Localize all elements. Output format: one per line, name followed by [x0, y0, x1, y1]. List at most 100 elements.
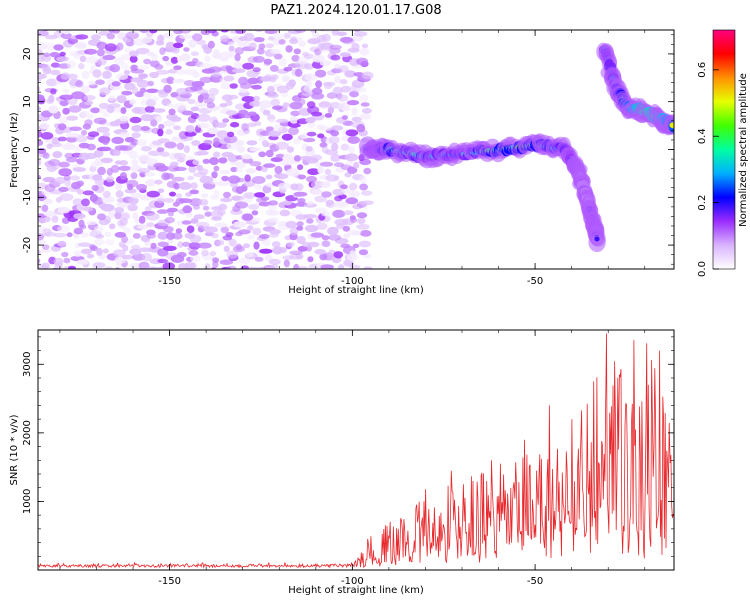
heatmap-noise-blob: [228, 270, 237, 278]
heatmap-noise-blob: [241, 270, 252, 276]
heatmap-noise-blob: [96, 126, 110, 133]
heatmap-noise-blob: [242, 62, 255, 70]
heatmap-noise-blob: [234, 53, 241, 62]
heatmap-noise-blob: [336, 201, 349, 209]
heatmap-noise-blob: [319, 142, 328, 148]
heatmap-noise-blob: [131, 159, 139, 166]
heatmap-noise-blob: [157, 128, 164, 137]
heatmap-noise-blob: [246, 140, 258, 146]
heatmap-noise-blob: [310, 232, 325, 238]
heatmap-noise-blob: [69, 24, 79, 29]
heatmap-noise-blob: [226, 265, 237, 269]
heatmap-noise-blob: [168, 108, 176, 116]
heatmap-noise-blob: [188, 242, 201, 250]
heatmap-noise-blob: [87, 131, 100, 138]
heatmap-noise-blob: [193, 214, 205, 220]
heatmap-noise-blob: [92, 196, 104, 205]
heatmap-noise-blob: [333, 75, 341, 84]
heatmap-noise-blob: [58, 186, 69, 193]
heatmap-noise-blob: [102, 113, 111, 118]
heatmap-noise-blob: [311, 92, 325, 100]
heatmap-noise-blob: [221, 175, 230, 182]
heatmap-noise-blob: [331, 125, 344, 131]
heatmap-noise-blob: [170, 116, 182, 122]
heatmap-noise-blob: [91, 268, 95, 269]
heatmap-noise-blob: [307, 168, 320, 176]
heatmap-ridge-core: [669, 122, 674, 129]
heatmap-noise-blob: [181, 220, 192, 225]
heatmap-noise-blob: [278, 247, 288, 254]
heatmap-noise-blob: [290, 36, 297, 42]
heatmap-noise-blob: [106, 33, 116, 40]
y-tick-label: 20: [22, 48, 33, 61]
heatmap-noise-blob: [342, 225, 351, 232]
heatmap-noise-blob: [38, 233, 45, 241]
heatmap-noise-blob: [339, 79, 348, 85]
heatmap-noise-blob: [331, 142, 339, 152]
heatmap-noise-blob: [48, 159, 61, 166]
heatmap-noise-blob: [201, 249, 209, 257]
heatmap-noise-blob: [241, 154, 253, 160]
heatmap-noise-blob: [22, 71, 35, 78]
heatmap-noise-blob: [330, 101, 341, 109]
heatmap-noise-blob: [259, 248, 273, 254]
heatmap-noise-blob: [229, 83, 238, 89]
heatmap-noise-blob: [271, 241, 281, 248]
heatmap-noise-blob: [57, 225, 71, 233]
heatmap-noise-blob: [143, 58, 152, 65]
heatmap-noise-blob: [249, 161, 262, 167]
heatmap-noise-blob: [236, 177, 245, 183]
heatmap-noise-blob: [81, 198, 90, 207]
heatmap-noise-blob: [95, 79, 105, 85]
heatmap-noise-blob: [96, 48, 105, 57]
heatmap-noise-blob: [136, 183, 148, 191]
heatmap-noise-blob: [145, 88, 159, 94]
heatmap-noise-blob: [156, 147, 165, 153]
heatmap-noise-blob: [255, 165, 264, 171]
heatmap-noise-blob: [363, 253, 372, 259]
heatmap-noise-blob: [132, 86, 139, 95]
heatmap-noise-blob: [275, 153, 285, 159]
heatmap-noise-blob: [354, 31, 368, 37]
heatmap-noise-blob: [38, 174, 42, 180]
heatmap-noise-blob: [307, 121, 316, 129]
heatmap-noise-blob: [310, 154, 323, 161]
heatmap-noise-blob: [57, 136, 67, 142]
heatmap-noise-blob: [330, 153, 341, 162]
colorbar-tick-label: 0.4: [697, 128, 708, 144]
heatmap-noise-blob: [101, 196, 115, 203]
heatmap-noise-blob: [124, 188, 137, 194]
heatmap-noise-blob: [281, 75, 290, 83]
heatmap-noise-blob: [227, 41, 236, 47]
heatmap-noise-blob: [286, 146, 294, 153]
heatmap-noise-blob: [153, 162, 166, 169]
heatmap-noise-blob: [285, 220, 298, 229]
heatmap-noise-blob: [146, 222, 155, 228]
heatmap-noise-blob: [316, 222, 328, 230]
heatmap-noise-blob: [243, 32, 255, 42]
heatmap-noise-blob: [253, 241, 260, 250]
heatmap-noise-blob: [306, 101, 316, 109]
heatmap-noise-blob: [48, 94, 55, 103]
colorbar: 0.0 0.2 0.4 0.6 Normalized spectral amplitu…: [697, 29, 749, 277]
heatmap-noise-blob: [114, 267, 121, 269]
heatmap-noise-blob: [155, 115, 163, 122]
heatmap-noise-blob: [249, 147, 262, 152]
heatmap-noise-blob: [267, 93, 279, 98]
heatmap-noise-blob: [332, 209, 346, 218]
heatmap-noise-blob: [226, 250, 239, 259]
heatmap-noise-blob: [61, 30, 71, 35]
heatmap-noise-blob: [158, 123, 165, 130]
heatmap-noise-blob: [116, 95, 127, 104]
heatmap-noise-blob: [26, 36, 34, 44]
heatmap-noise-blob: [146, 266, 160, 269]
heatmap-noise-blob: [281, 133, 293, 141]
heatmap-noise-blob: [200, 193, 209, 199]
heatmap-noise-blob: [58, 168, 72, 177]
heatmap-noise-blob: [291, 54, 300, 62]
heatmap-noise-blob: [210, 267, 217, 269]
heatmap-noise-blob: [162, 262, 176, 269]
heatmap-noise-blob: [349, 215, 356, 221]
heatmap-noise-blob: [131, 124, 143, 132]
